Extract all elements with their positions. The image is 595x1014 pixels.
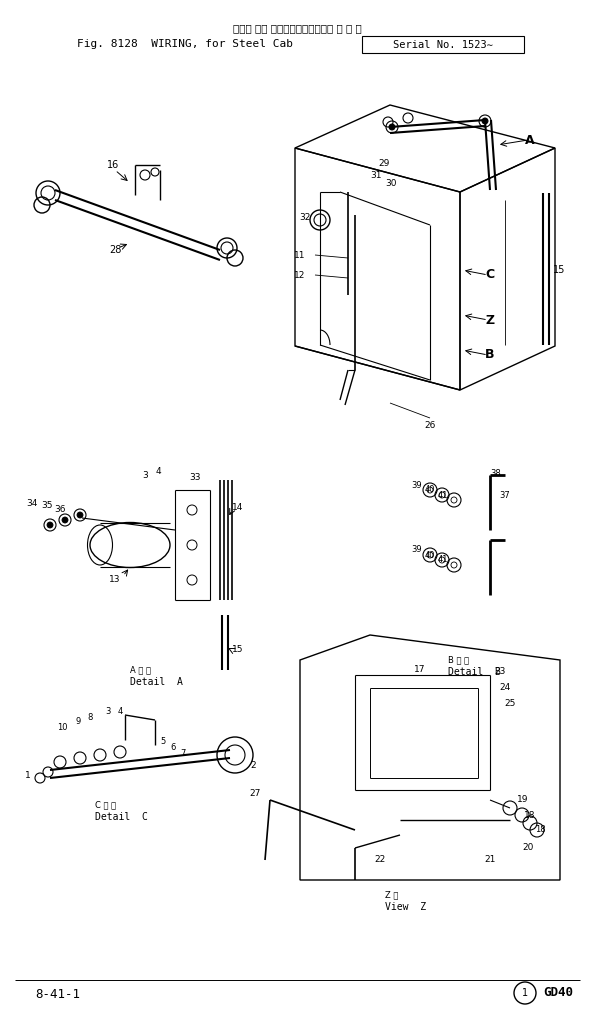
- Text: Detail  B: Detail B: [448, 667, 501, 677]
- Text: 12: 12: [295, 271, 306, 280]
- Text: Z 見: Z 見: [385, 890, 399, 899]
- Text: 34: 34: [26, 499, 37, 507]
- Text: Detail  A: Detail A: [130, 677, 183, 687]
- Text: 15: 15: [553, 265, 565, 275]
- Text: 3: 3: [142, 470, 148, 480]
- Text: 7: 7: [180, 749, 186, 758]
- Text: 17: 17: [414, 665, 426, 674]
- Text: 4: 4: [155, 467, 161, 477]
- Text: 13: 13: [109, 576, 121, 584]
- Text: B: B: [486, 349, 495, 362]
- Text: 25: 25: [505, 700, 516, 709]
- Text: 8: 8: [87, 714, 93, 723]
- Circle shape: [482, 118, 488, 124]
- Text: C: C: [486, 269, 494, 282]
- Text: 20: 20: [522, 844, 534, 853]
- Text: 26: 26: [424, 421, 436, 430]
- Text: 33: 33: [189, 473, 201, 482]
- Text: 41: 41: [438, 556, 448, 565]
- Text: Serial No. 1523∼: Serial No. 1523∼: [393, 40, 493, 50]
- Text: 40: 40: [425, 551, 436, 560]
- Text: Z: Z: [486, 313, 494, 327]
- Text: 30: 30: [385, 178, 396, 188]
- Text: 18: 18: [524, 810, 536, 819]
- Text: 35: 35: [41, 502, 53, 510]
- Text: C 抴 抵: C 抴 抵: [95, 800, 116, 809]
- Text: 39: 39: [412, 546, 422, 555]
- Text: 5: 5: [161, 737, 165, 746]
- Text: 15: 15: [232, 646, 244, 654]
- Text: GD40: GD40: [543, 987, 573, 1000]
- Text: 28: 28: [109, 245, 121, 255]
- Text: 41: 41: [438, 491, 448, 500]
- Text: View  Z: View Z: [385, 902, 426, 912]
- Text: 1: 1: [25, 771, 31, 780]
- Circle shape: [77, 512, 83, 518]
- Text: 19: 19: [517, 796, 529, 804]
- Text: 36: 36: [54, 505, 66, 513]
- Text: B 抴 抵: B 抴 抵: [448, 655, 469, 664]
- Text: 14: 14: [232, 504, 244, 512]
- Text: 1: 1: [522, 988, 528, 998]
- Text: 39: 39: [412, 481, 422, 490]
- Text: Fig. 8128  WIRING, for Steel Cab: Fig. 8128 WIRING, for Steel Cab: [77, 39, 293, 49]
- Text: 21: 21: [484, 856, 496, 865]
- Text: 配線， 線， スチールキャブ用（適 用 号 機: 配線， 線， スチールキャブ用（適 用 号 機: [233, 23, 361, 33]
- Text: A 抴 抵: A 抴 抵: [130, 665, 151, 674]
- Text: 23: 23: [494, 667, 506, 676]
- Text: 32: 32: [299, 214, 311, 222]
- Text: 37: 37: [500, 491, 511, 500]
- Text: A: A: [525, 134, 535, 146]
- Text: 3: 3: [105, 708, 111, 717]
- Text: 18: 18: [535, 825, 545, 835]
- Text: 2: 2: [250, 760, 256, 770]
- Text: 6: 6: [170, 743, 176, 752]
- Text: 24: 24: [499, 683, 511, 693]
- Circle shape: [389, 124, 395, 130]
- Text: 4: 4: [117, 708, 123, 717]
- FancyBboxPatch shape: [362, 37, 524, 53]
- Circle shape: [62, 517, 68, 523]
- Text: 29: 29: [378, 158, 389, 167]
- Text: 16: 16: [107, 160, 119, 170]
- Text: 8-41-1: 8-41-1: [35, 988, 80, 1001]
- Text: 38: 38: [491, 468, 502, 478]
- Text: 40: 40: [425, 486, 436, 495]
- Text: 31: 31: [370, 171, 381, 180]
- Circle shape: [47, 522, 53, 528]
- Text: 27: 27: [249, 789, 261, 797]
- Text: 10: 10: [57, 724, 67, 732]
- Text: 9: 9: [76, 718, 81, 726]
- Text: 11: 11: [295, 250, 306, 260]
- Text: 22: 22: [374, 856, 386, 865]
- Text: Detail  C: Detail C: [95, 812, 148, 822]
